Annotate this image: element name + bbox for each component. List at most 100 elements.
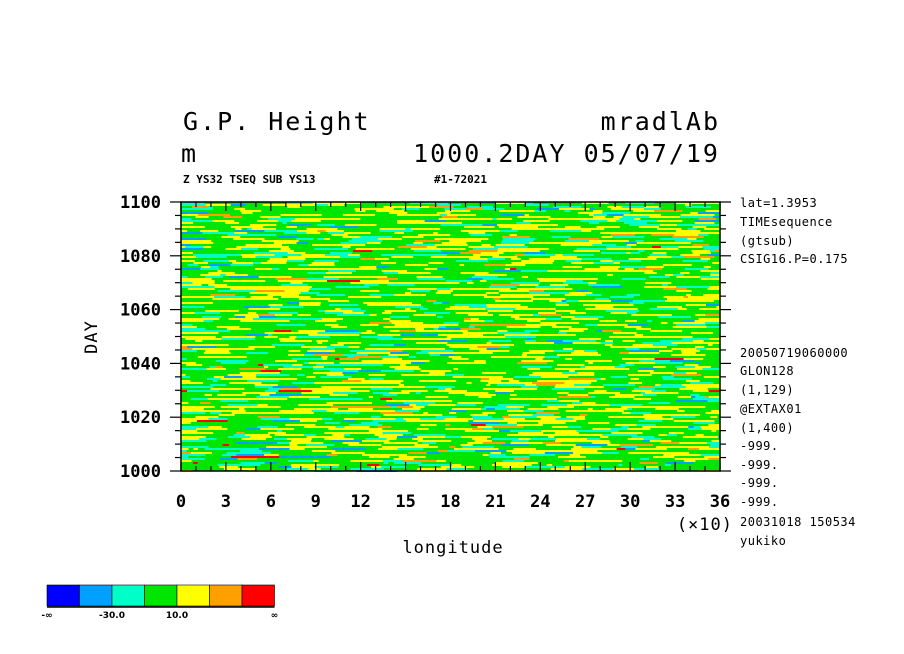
heatmap-cell bbox=[301, 346, 327, 348]
heatmap-cell bbox=[320, 408, 328, 410]
heatmap-cell bbox=[224, 348, 255, 350]
heatmap-cell bbox=[415, 240, 432, 242]
heatmap-cell bbox=[651, 234, 675, 236]
heatmap-cell bbox=[467, 206, 482, 208]
heatmap-cell bbox=[323, 276, 345, 278]
heatmap-cell bbox=[324, 310, 332, 312]
heatmap-cell bbox=[509, 456, 530, 458]
heatmap-cell bbox=[205, 276, 223, 278]
heatmap-cell bbox=[561, 374, 595, 376]
heatmap-cell bbox=[365, 438, 387, 440]
heatmap-cell bbox=[521, 354, 527, 356]
heatmap-cell bbox=[428, 262, 444, 264]
heatmap-cell bbox=[425, 386, 455, 388]
heatmap-cell bbox=[710, 274, 720, 276]
heatmap-cell bbox=[565, 260, 582, 262]
heatmap-cell bbox=[521, 276, 528, 278]
heatmap-cell bbox=[278, 390, 312, 392]
heatmap-cell bbox=[327, 232, 345, 234]
heatmap-cell bbox=[551, 228, 556, 230]
heatmap-cell bbox=[217, 464, 244, 466]
heatmap-cell bbox=[315, 204, 328, 206]
heatmap-cell bbox=[207, 356, 224, 358]
y-tick-label: 1040 bbox=[120, 354, 161, 374]
heatmap-cell bbox=[342, 246, 351, 248]
heatmap-cell bbox=[272, 386, 298, 388]
heatmap-cell bbox=[644, 208, 661, 210]
heatmap-cell bbox=[497, 248, 515, 250]
heatmap-cell bbox=[437, 450, 448, 452]
heatmap-cell bbox=[290, 282, 303, 284]
heatmap-cell bbox=[383, 282, 397, 284]
heatmap-cell bbox=[542, 442, 561, 444]
side-info-line: lat=1.3953 bbox=[740, 196, 817, 210]
heatmap-cell bbox=[605, 304, 634, 306]
heatmap-cell bbox=[468, 422, 499, 424]
heatmap-cell bbox=[247, 312, 257, 314]
heatmap-cell bbox=[608, 392, 620, 394]
heatmap-cell bbox=[240, 210, 262, 212]
heatmap-cell bbox=[363, 302, 379, 304]
heatmap-cell bbox=[654, 358, 684, 360]
heatmap-cell bbox=[630, 412, 651, 414]
heatmap-cell bbox=[257, 238, 265, 240]
colorbar-swatch bbox=[209, 584, 243, 607]
heatmap-cell bbox=[401, 212, 408, 214]
heatmap-cell bbox=[482, 224, 498, 226]
heatmap-cell bbox=[456, 260, 489, 262]
heatmap-cell bbox=[436, 212, 451, 214]
heatmap-cell bbox=[519, 464, 532, 466]
heatmap-cell bbox=[181, 412, 206, 414]
heatmap-cell bbox=[324, 324, 339, 326]
heatmap-cell bbox=[514, 254, 525, 256]
heatmap-cell bbox=[420, 214, 433, 216]
heatmap-cell bbox=[409, 410, 420, 412]
heatmap-cell bbox=[389, 392, 410, 394]
heatmap-cell bbox=[454, 448, 476, 450]
heatmap-cell bbox=[192, 318, 220, 320]
heatmap-cell bbox=[276, 324, 306, 326]
heatmap-cell bbox=[181, 248, 203, 250]
heatmap-cell bbox=[181, 420, 197, 422]
heatmap-cell bbox=[281, 284, 308, 286]
heatmap-cell bbox=[380, 370, 414, 372]
heatmap-cell bbox=[554, 342, 573, 344]
heatmap-cell bbox=[682, 436, 699, 438]
heatmap-cell bbox=[288, 224, 311, 226]
heatmap-cell bbox=[529, 454, 555, 456]
heatmap-cell bbox=[600, 342, 614, 344]
heatmap-cell bbox=[684, 354, 706, 356]
heatmap-cell bbox=[435, 202, 448, 204]
heatmap-cell bbox=[181, 204, 206, 206]
heatmap-cell bbox=[713, 448, 720, 450]
heatmap-cell bbox=[460, 444, 473, 446]
heatmap-cell bbox=[449, 346, 478, 348]
heatmap-cell bbox=[331, 440, 362, 442]
heatmap-cell bbox=[659, 242, 691, 244]
heatmap-cell bbox=[690, 232, 720, 234]
heatmap-cell bbox=[413, 250, 442, 252]
heatmap-cell bbox=[381, 382, 401, 384]
heatmap-cell bbox=[207, 398, 237, 400]
heatmap-cell bbox=[383, 442, 393, 444]
heatmap-cell bbox=[244, 434, 270, 436]
heatmap-cell bbox=[455, 312, 478, 314]
heatmap-cell bbox=[332, 332, 362, 334]
heatmap-cell bbox=[363, 240, 383, 242]
heatmap-cell bbox=[549, 256, 577, 258]
heatmap-cell bbox=[589, 214, 594, 216]
heatmap-cell bbox=[707, 442, 720, 444]
heatmap-cell bbox=[317, 230, 326, 232]
heatmap-cell bbox=[524, 214, 529, 216]
heatmap-cell bbox=[441, 216, 458, 218]
heatmap-cell bbox=[436, 460, 446, 462]
heatmap-cell bbox=[641, 406, 674, 408]
heatmap-cell bbox=[291, 220, 321, 222]
heatmap-cell bbox=[441, 312, 451, 314]
colorbar-swatch bbox=[241, 584, 275, 607]
heatmap-cell bbox=[256, 396, 289, 398]
heatmap-cell bbox=[348, 444, 382, 446]
heatmap-cell bbox=[653, 366, 666, 368]
heatmap-cell bbox=[645, 388, 655, 390]
heatmap-cell bbox=[181, 256, 196, 258]
